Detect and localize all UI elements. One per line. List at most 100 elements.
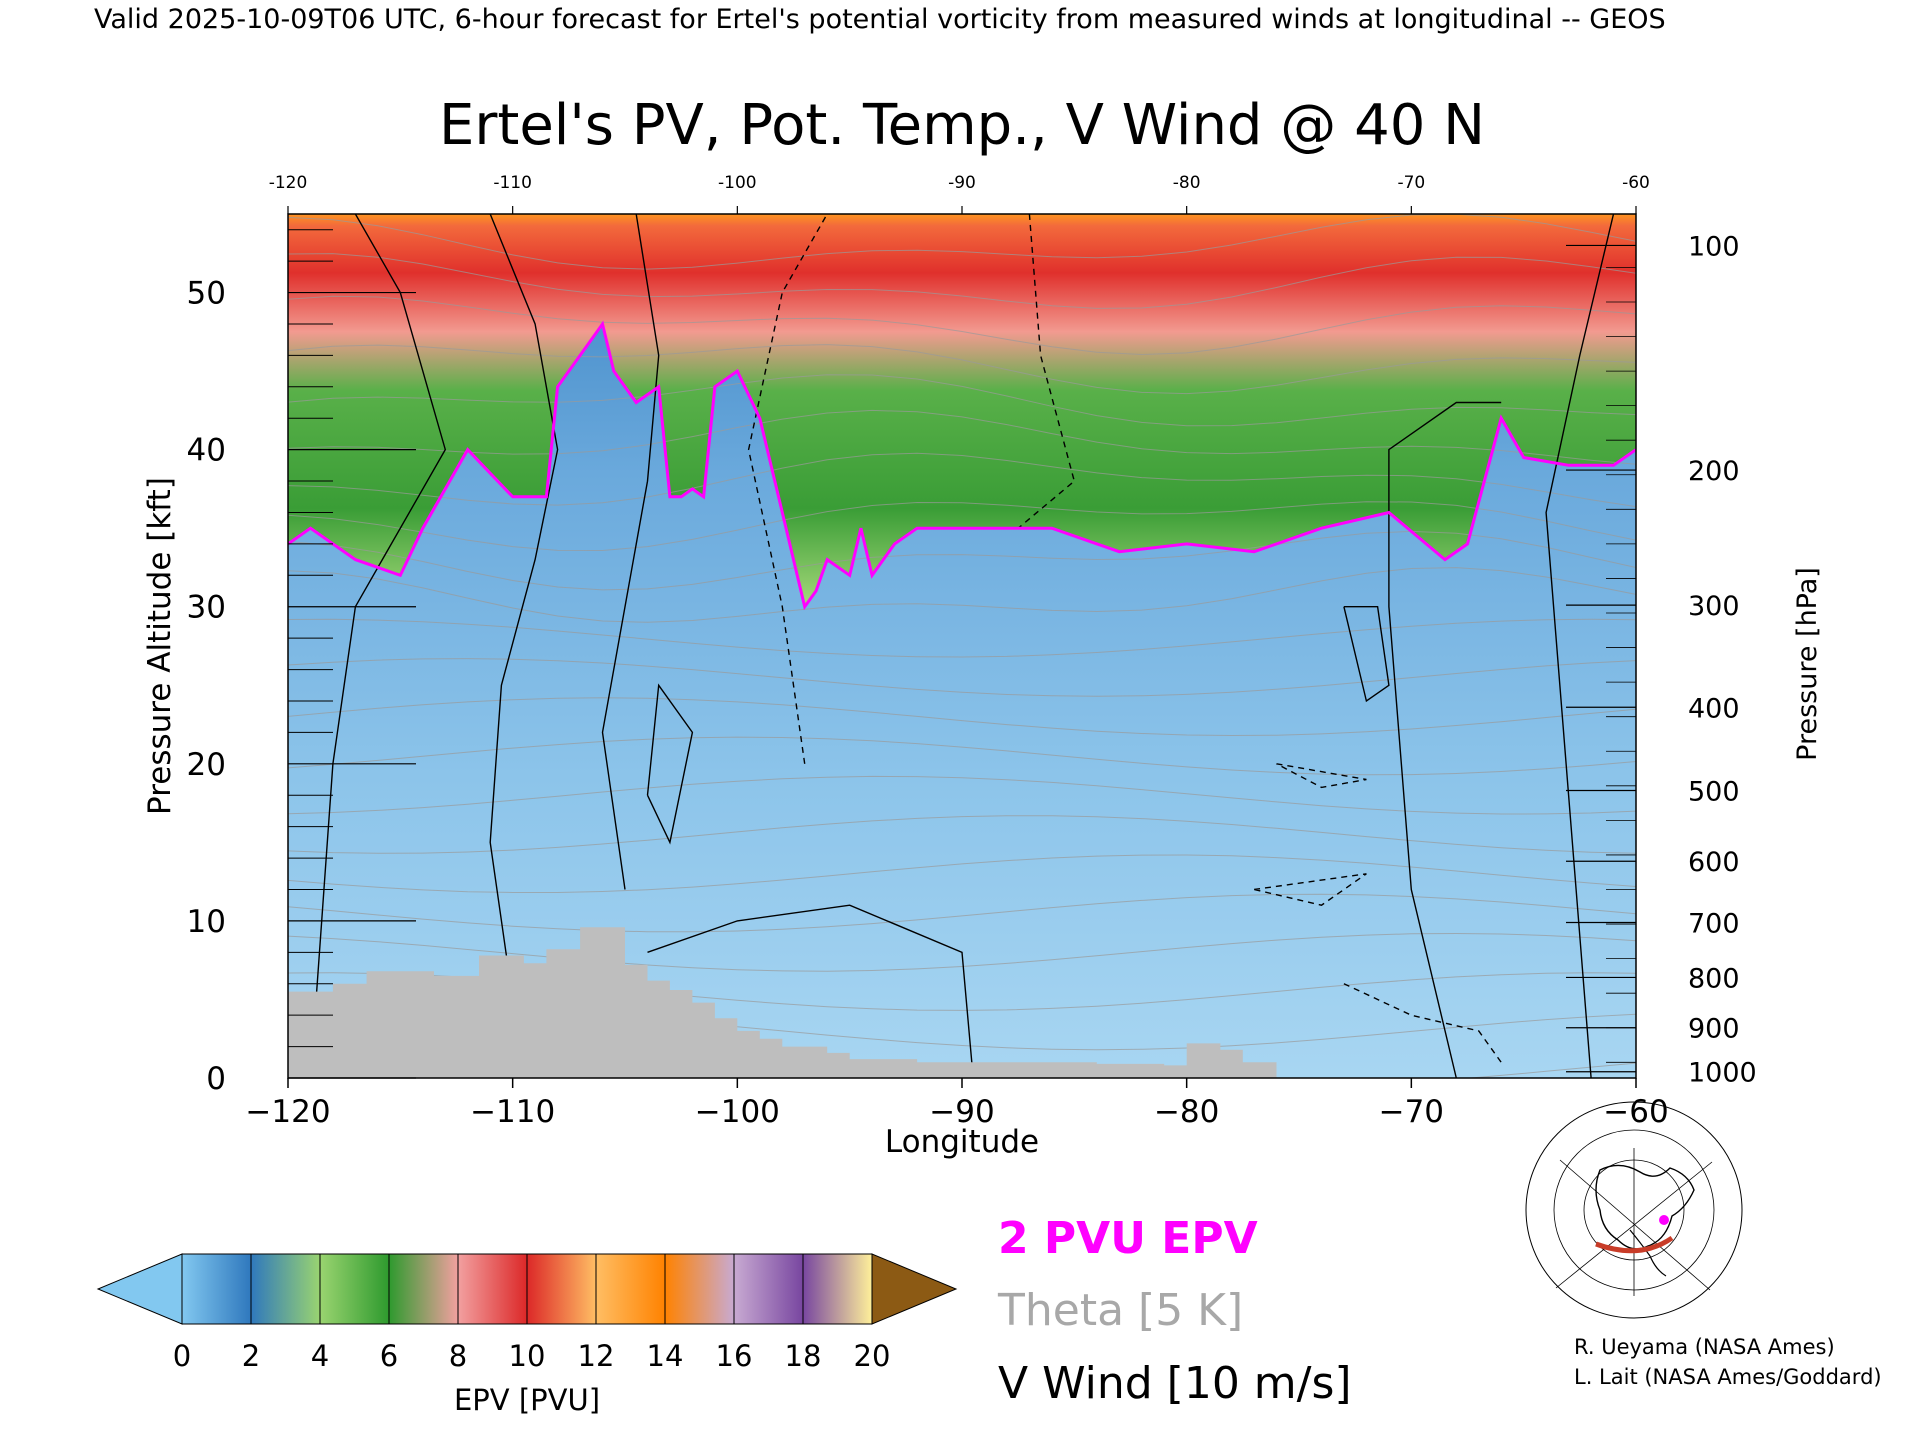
v-wind-contour xyxy=(1545,214,1615,1078)
colorbar-segment xyxy=(457,1253,528,1325)
x-tick-label: −70 xyxy=(1379,1094,1444,1130)
v-wind-contour xyxy=(1343,606,1390,703)
theta-contour xyxy=(288,567,1636,623)
y-axis-right: 100 200 300 400 500 600 700 800 900 1000 xyxy=(1566,231,1757,1089)
x-axis-label: Longitude xyxy=(885,1124,1039,1160)
colorbar-segment xyxy=(250,1253,321,1325)
theta-contour xyxy=(288,295,1636,356)
x-tick-label-top: -80 xyxy=(1173,173,1201,193)
y-tick-label: 40 xyxy=(187,433,226,469)
colorbar-segment xyxy=(664,1253,735,1325)
v-wind-contour xyxy=(489,214,559,1000)
theta-contour xyxy=(288,775,1636,815)
theta-contour xyxy=(288,214,1636,270)
pressure-tick-label: 300 xyxy=(1688,591,1740,622)
colorbar: 0 2 4 6 8 10 12 14 16 18 20 xyxy=(96,1253,958,1373)
x-tick-label-top: -60 xyxy=(1622,173,1650,193)
x-tick-label-top: -120 xyxy=(269,173,308,193)
pressure-tick-label: 400 xyxy=(1688,693,1740,724)
colorbar-min-arrow xyxy=(96,1253,183,1325)
theta-contour xyxy=(288,501,1636,552)
theta-contour xyxy=(288,452,1636,508)
plot-area xyxy=(288,214,1636,1078)
y-tick-label: 0 xyxy=(206,1061,226,1097)
theta-contour xyxy=(288,736,1636,776)
x-tick-label: −80 xyxy=(1154,1094,1219,1130)
theta-contour xyxy=(288,344,1636,395)
x-axis-top: -120 -110 -100 -90 -80 -70 -60 xyxy=(269,173,1650,214)
pressure-tick-label: 1000 xyxy=(1688,1058,1757,1089)
colorbar-segment xyxy=(319,1253,390,1325)
colorbar-tick-label: 12 xyxy=(578,1339,615,1373)
theta-contour xyxy=(288,697,1636,737)
latitude-40n-highlight xyxy=(1595,1235,1674,1254)
colorbar-segment xyxy=(802,1253,873,1325)
stratosphere-field xyxy=(288,214,1636,607)
x-tick-label-top: -90 xyxy=(948,173,976,193)
legend-v-wind: V Wind [10 m/s] xyxy=(998,1358,1352,1409)
theta-contour xyxy=(288,253,1636,309)
pressure-tick-label: 500 xyxy=(1688,777,1740,808)
v-wind-contour xyxy=(1017,214,1076,529)
theta-contour xyxy=(288,815,1636,854)
y-axis-left: 0 10 20 30 40 50 xyxy=(187,229,416,1097)
v-wind-contour xyxy=(1388,401,1502,1078)
theta-contour xyxy=(288,893,1636,933)
v-wind-contour xyxy=(747,214,828,764)
x-tick-label: −120 xyxy=(245,1094,330,1130)
legend-epv: 2 PVU EPV xyxy=(998,1213,1258,1264)
colorbar-segment xyxy=(733,1253,804,1325)
x-tick-label-top: -100 xyxy=(718,173,757,193)
colorbar-tick-label: 8 xyxy=(449,1339,467,1373)
y-tick-label: 50 xyxy=(187,276,226,312)
v-wind-contour xyxy=(309,214,447,1078)
map-inset xyxy=(1525,1101,1743,1319)
colorbar-tick-label: 10 xyxy=(509,1339,546,1373)
y-tick-label: 30 xyxy=(187,590,226,626)
pressure-tick-label: 900 xyxy=(1688,1014,1740,1045)
colorbar-tick-label: 16 xyxy=(716,1339,753,1373)
pressure-tick-label: 200 xyxy=(1688,456,1740,487)
v-wind-contour xyxy=(646,683,694,845)
y-tick-label: 10 xyxy=(187,904,226,940)
pressure-tick-label: 600 xyxy=(1688,847,1740,878)
v-wind-contours xyxy=(309,214,1615,1078)
y-tick-label: 20 xyxy=(187,747,226,783)
colorbar-max-arrow xyxy=(871,1253,958,1325)
colorbar-tick-label: 20 xyxy=(854,1339,891,1373)
credit-line-2: L. Lait (NASA Ames/Goddard) xyxy=(1574,1365,1882,1389)
v-wind-contour xyxy=(1253,873,1367,906)
chart-title: Ertel's PV, Pot. Temp., V Wind @ 40 N xyxy=(439,93,1485,158)
pressure-tick-label: 700 xyxy=(1688,908,1740,939)
x-tick-label: −100 xyxy=(695,1094,780,1130)
theta-contour xyxy=(288,374,1636,427)
tropopause-2pvu-contour xyxy=(288,320,1636,611)
theta-contour xyxy=(288,854,1636,893)
colorbar-tick-label: 0 xyxy=(173,1339,191,1373)
colorbar-tick-label: 4 xyxy=(311,1339,329,1373)
v-wind-contour xyxy=(1343,983,1502,1063)
y-axis-label-left: Pressure Altitude [kft] xyxy=(142,477,178,815)
v-wind-contour xyxy=(647,904,974,1078)
colorbar-segment xyxy=(388,1253,459,1325)
x-tick-label: −90 xyxy=(929,1094,994,1130)
v-wind-contour xyxy=(1276,763,1367,789)
x-tick-label-top: -70 xyxy=(1397,173,1425,193)
x-axis-bottom: −120 −110 −100 −90 −80 −70 −60 xyxy=(245,1078,1669,1130)
x-tick-label: −110 xyxy=(470,1094,555,1130)
colorbar-tick-label: 2 xyxy=(242,1339,260,1373)
location-marker xyxy=(1659,1215,1669,1225)
colorbar-label: EPV [PVU] xyxy=(454,1383,600,1417)
colorbar-tick-label: 18 xyxy=(785,1339,822,1373)
colorbar-tick-label: 14 xyxy=(647,1339,684,1373)
legend-theta: Theta [5 K] xyxy=(997,1285,1243,1336)
colorbar-segment xyxy=(595,1253,666,1325)
terrain-mask xyxy=(288,927,1277,1078)
header-text: Valid 2025-10-09T06 UTC, 6-hour forecast… xyxy=(94,4,1666,35)
y-axis-label-right: Pressure [hPa] xyxy=(1792,567,1823,761)
credit-line-1: R. Ueyama (NASA Ames) xyxy=(1574,1335,1835,1359)
x-tick-label: −60 xyxy=(1603,1094,1668,1130)
colorbar-tick-label: 6 xyxy=(380,1339,398,1373)
theta-contour xyxy=(288,618,1636,658)
